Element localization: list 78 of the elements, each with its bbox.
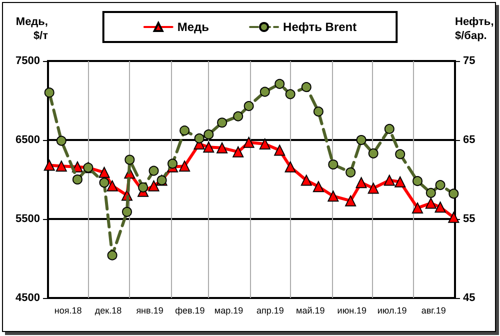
x-tick-label: мар.19 xyxy=(214,306,244,316)
point xyxy=(448,212,460,223)
legend-label: Медь xyxy=(177,20,210,34)
point xyxy=(194,133,204,144)
point xyxy=(72,174,82,184)
point xyxy=(356,177,367,188)
y2-tick-label: 65 xyxy=(463,134,476,146)
x-tick-label: июн.19 xyxy=(337,306,367,316)
y-axis-title: Медь, $/т xyxy=(16,16,49,42)
point xyxy=(395,149,406,160)
point xyxy=(448,188,459,199)
point xyxy=(204,129,214,140)
y-tick-label: 7500 xyxy=(16,55,40,67)
point xyxy=(179,160,190,172)
point xyxy=(148,166,159,176)
y2-tick-label: 55 xyxy=(463,213,476,225)
point xyxy=(346,167,356,178)
point xyxy=(98,166,110,178)
legend-label: Нефть Brent xyxy=(283,20,357,34)
point xyxy=(435,180,446,190)
point xyxy=(384,124,394,134)
point xyxy=(300,174,312,186)
x-tick-label: ноя.18 xyxy=(54,306,82,316)
point xyxy=(44,88,54,98)
point xyxy=(312,181,324,192)
point xyxy=(56,160,67,172)
point xyxy=(368,148,378,158)
point xyxy=(384,174,395,186)
point xyxy=(301,82,312,92)
y2-tick-label: 45 xyxy=(463,292,476,304)
point xyxy=(243,136,254,148)
point xyxy=(345,195,356,206)
point xyxy=(394,176,406,188)
point xyxy=(233,111,244,122)
point xyxy=(259,138,270,150)
point xyxy=(232,146,244,158)
point xyxy=(285,89,296,100)
point xyxy=(284,161,296,172)
y2-axis-title: Нефть, $/бар. xyxy=(455,16,494,42)
x-tick-label: май.19 xyxy=(296,306,325,316)
point xyxy=(274,144,286,156)
point xyxy=(425,198,436,209)
x-tick-label: фев.19 xyxy=(175,306,205,316)
point xyxy=(368,182,379,194)
point xyxy=(138,182,148,192)
point xyxy=(56,136,66,146)
point xyxy=(99,178,110,188)
point xyxy=(122,206,132,217)
point xyxy=(313,106,324,117)
point xyxy=(412,176,423,186)
point xyxy=(168,158,178,169)
point xyxy=(124,154,135,165)
point xyxy=(412,202,424,214)
point xyxy=(106,180,118,192)
point xyxy=(148,180,160,192)
point xyxy=(434,202,446,213)
point xyxy=(107,250,118,260)
y2-tick-label: 75 xyxy=(463,55,476,67)
point xyxy=(180,126,190,136)
point xyxy=(356,135,366,145)
point xyxy=(328,190,339,202)
x-tick-label: янв.19 xyxy=(136,306,164,316)
point xyxy=(260,86,270,97)
x-tick-label: дек.18 xyxy=(94,306,122,316)
x-tick-label: апр.19 xyxy=(256,306,284,316)
point xyxy=(244,101,254,112)
y-tick-label: 5500 xyxy=(16,213,40,225)
point xyxy=(44,160,55,171)
point xyxy=(203,142,214,153)
point xyxy=(274,78,285,89)
point xyxy=(426,188,436,198)
x-tick-label: авг.19 xyxy=(421,306,446,316)
x-tick-label: июл.19 xyxy=(377,306,407,316)
y-tick-label: 6500 xyxy=(16,134,40,146)
point xyxy=(217,118,228,128)
point xyxy=(216,142,228,154)
point xyxy=(328,159,338,170)
y-tick-label: 4500 xyxy=(16,292,40,304)
